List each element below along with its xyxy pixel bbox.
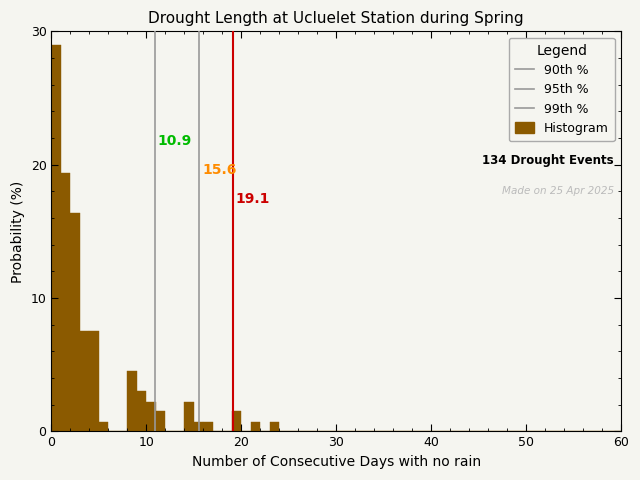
Bar xyxy=(147,402,156,432)
Bar xyxy=(251,422,260,432)
Bar xyxy=(156,411,165,432)
Bar xyxy=(70,213,80,432)
Legend: 90th %, 95th %, 99th %, Histogram: 90th %, 95th %, 99th %, Histogram xyxy=(509,38,614,141)
Bar xyxy=(184,402,194,432)
Bar xyxy=(127,372,137,432)
Bar xyxy=(90,332,99,432)
X-axis label: Number of Consecutive Days with no rain: Number of Consecutive Days with no rain xyxy=(191,455,481,469)
Text: 10.9: 10.9 xyxy=(157,134,192,148)
Text: 19.1: 19.1 xyxy=(236,192,270,206)
Bar xyxy=(232,411,241,432)
Bar xyxy=(99,422,108,432)
Bar xyxy=(51,45,61,432)
Text: 15.6: 15.6 xyxy=(202,163,237,177)
Bar xyxy=(80,332,90,432)
Bar xyxy=(137,392,147,432)
Bar xyxy=(204,422,212,432)
Bar xyxy=(61,173,70,432)
Y-axis label: Probability (%): Probability (%) xyxy=(11,180,25,283)
Text: Made on 25 Apr 2025: Made on 25 Apr 2025 xyxy=(502,186,614,196)
Bar xyxy=(194,422,204,432)
Title: Drought Length at Ucluelet Station during Spring: Drought Length at Ucluelet Station durin… xyxy=(148,11,524,26)
Bar xyxy=(269,422,279,432)
Text: 134 Drought Events: 134 Drought Events xyxy=(482,154,614,167)
